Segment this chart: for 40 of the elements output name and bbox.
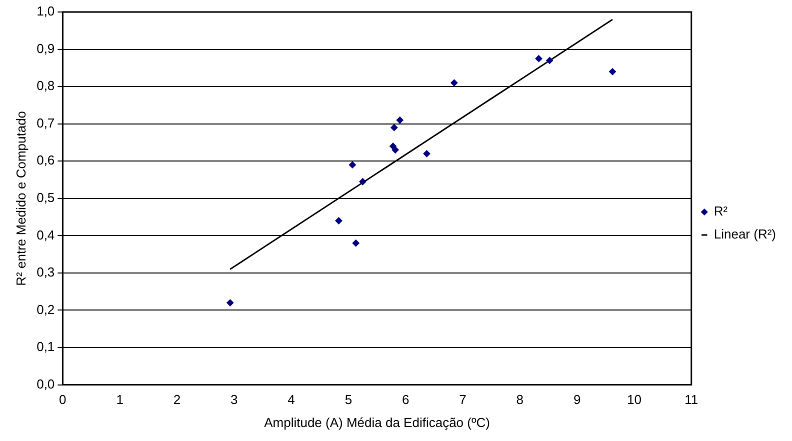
x-tick-label: 9 <box>573 392 581 408</box>
y-tick-label: 1,0 <box>36 4 55 19</box>
legend-label: Linear (R²) <box>714 226 776 242</box>
point <box>352 240 360 247</box>
x-tick-label: 1 <box>116 392 124 408</box>
y-tick-label: 0,9 <box>36 40 55 56</box>
legend-label: R² <box>714 204 728 219</box>
x-tick-label: 2 <box>173 392 181 408</box>
y-tick-label: 0,3 <box>36 264 55 280</box>
point <box>390 124 398 132</box>
y-tick-label: 0,7 <box>36 115 55 130</box>
point <box>348 161 356 168</box>
y-tick-label: 0,8 <box>36 78 55 94</box>
point <box>335 217 342 224</box>
x-tick-label: 3 <box>230 392 238 408</box>
x-tick-label: 8 <box>516 392 524 408</box>
y-tick-label: 0,4 <box>36 227 55 242</box>
x-axis-title: Amplitude (A) Média da Edificação (ºC) <box>264 414 490 430</box>
y-tick-label: 0,2 <box>36 302 55 317</box>
point <box>535 55 542 62</box>
y-axis-title: R² entre Medido e Computado <box>13 110 28 286</box>
x-tick-label: 11 <box>684 392 698 408</box>
y-tick-label: 0,5 <box>36 190 55 205</box>
x-tick-label: 4 <box>288 392 295 408</box>
point <box>396 116 404 124</box>
point <box>226 299 234 306</box>
x-tick-label: 7 <box>459 392 466 408</box>
point <box>450 79 458 86</box>
point <box>609 68 616 76</box>
x-tick-label: 10 <box>626 392 642 408</box>
point <box>359 178 366 186</box>
x-tick-label: 6 <box>402 392 410 408</box>
x-tick-label: 5 <box>344 392 352 408</box>
x-tick-label: 0 <box>59 392 66 408</box>
y-tick-label: 0,6 <box>36 152 55 168</box>
point <box>546 56 554 64</box>
point <box>392 146 399 154</box>
point <box>423 150 430 158</box>
y-tick-label: 0,0 <box>36 376 55 392</box>
y-tick-label: 0,1 <box>36 339 55 354</box>
